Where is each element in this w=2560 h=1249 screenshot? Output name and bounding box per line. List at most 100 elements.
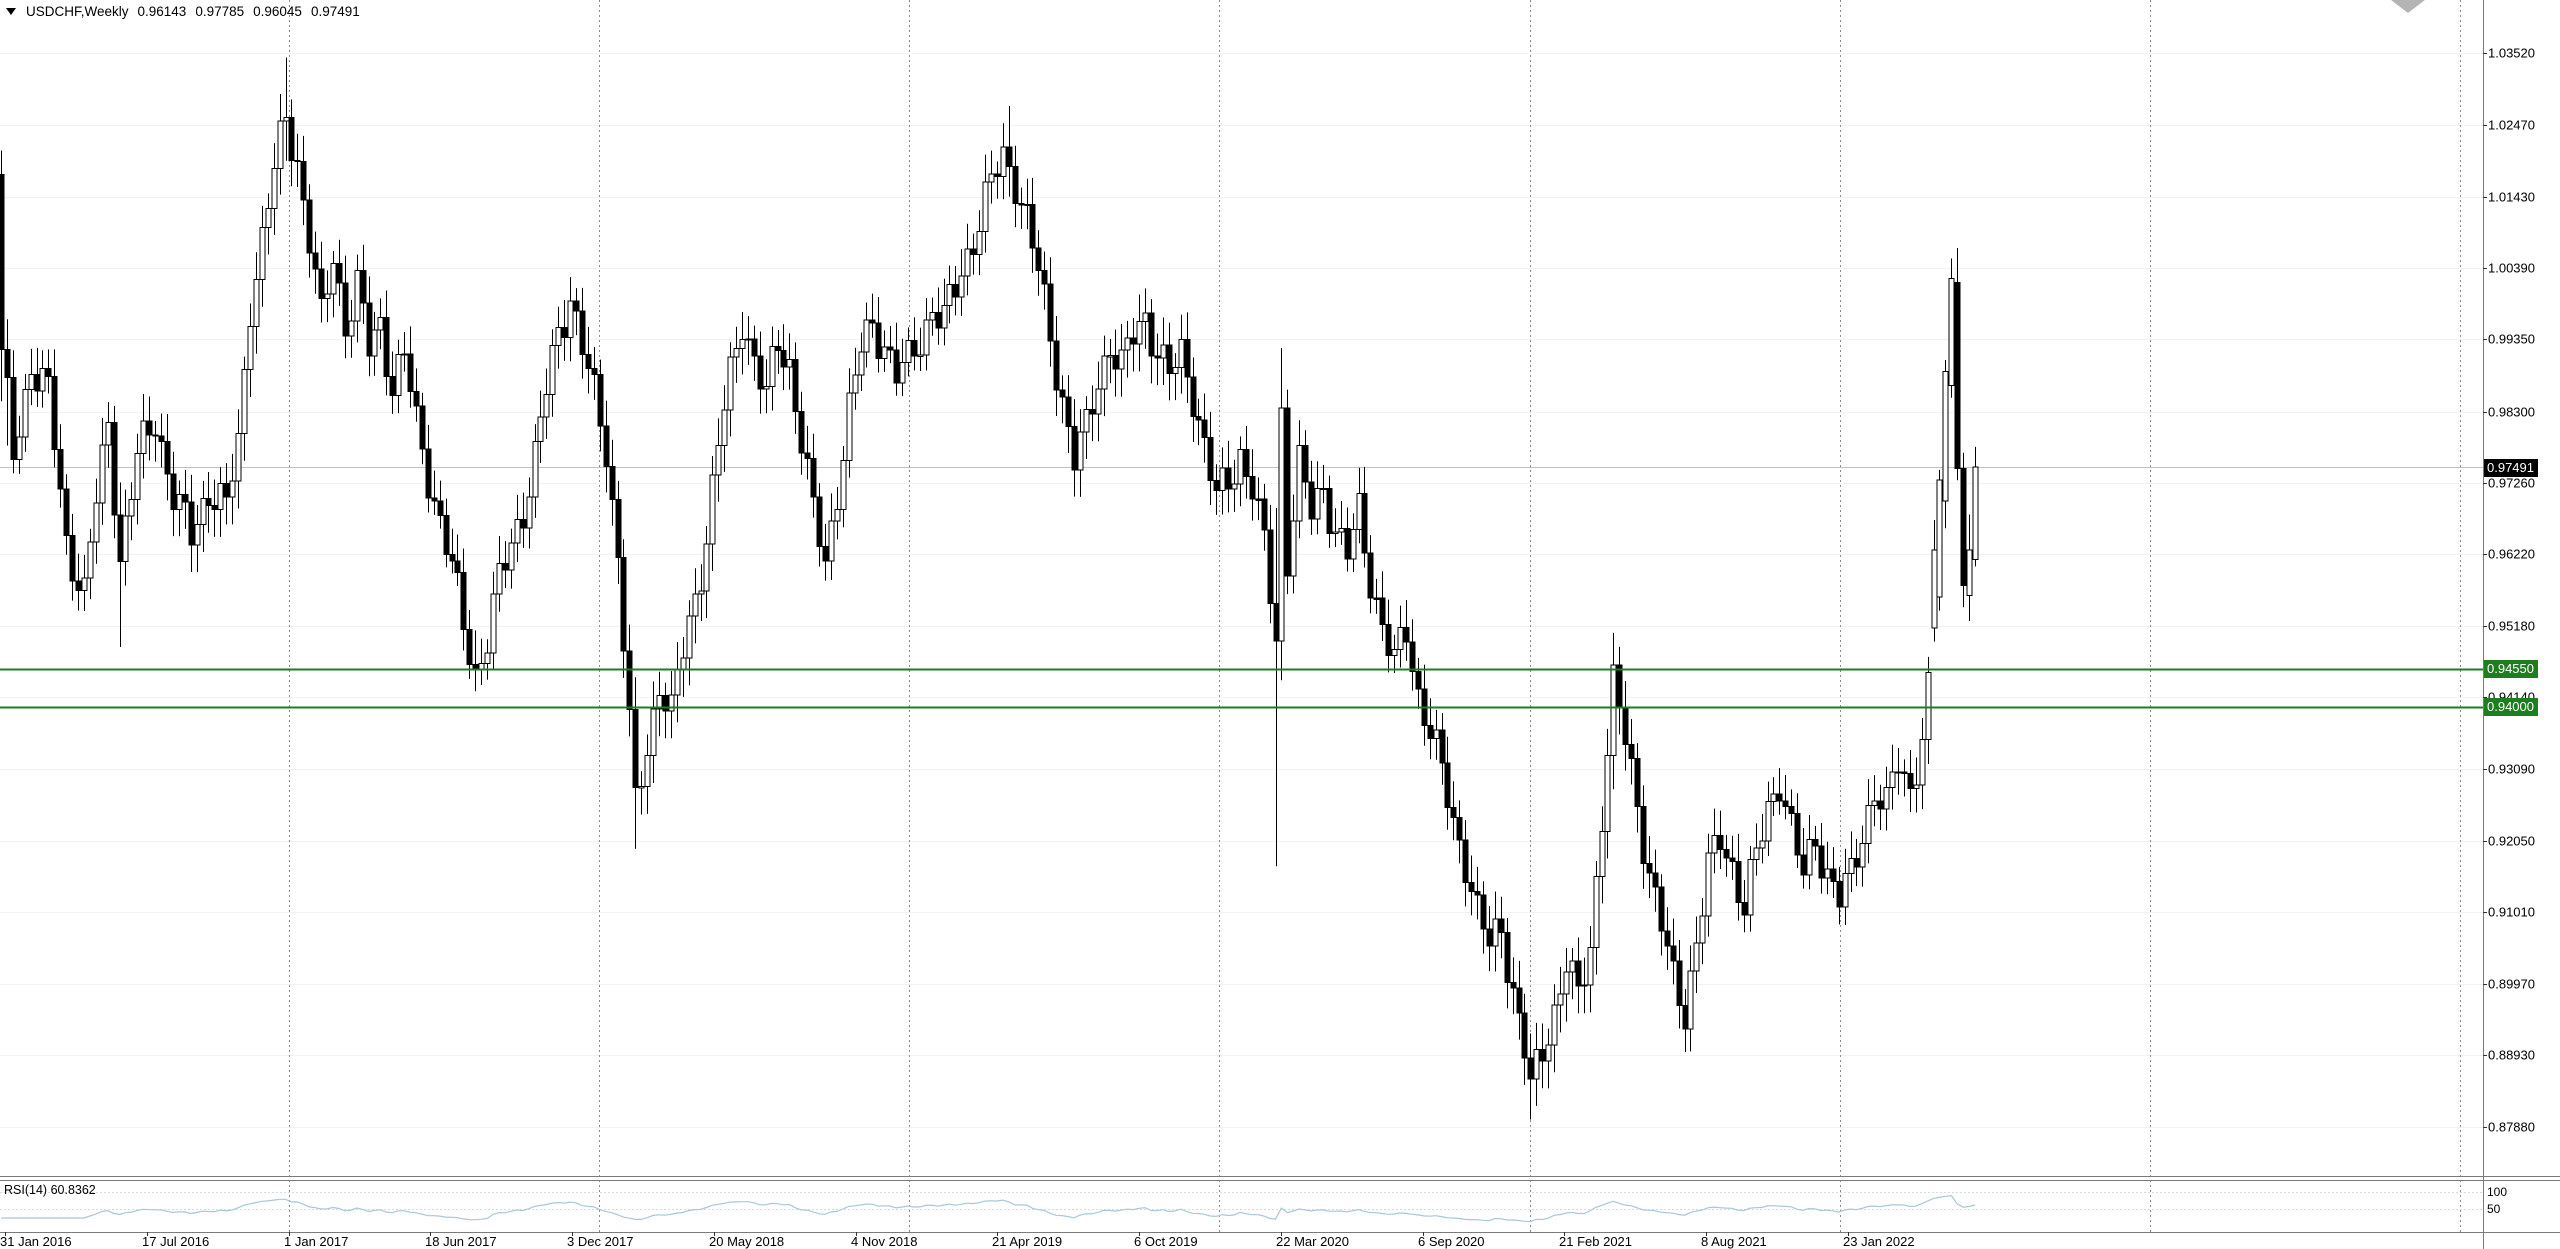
candle-down: [579, 310, 586, 355]
chart-shift-marker-icon[interactable]: [2391, 0, 2425, 13]
candle-up: [1350, 528, 1357, 560]
price-axis-label: 0.89970: [2488, 976, 2535, 992]
date-axis-label: 6 Oct 2019: [1134, 1234, 1198, 1249]
candle-down: [1907, 772, 1914, 790]
candle-down: [1018, 203, 1025, 206]
candle-up: [229, 480, 236, 498]
candle-up: [899, 362, 906, 384]
date-axis-label: 18 Jun 2017: [425, 1234, 497, 1249]
candle-up: [1604, 755, 1611, 833]
candle-up: [39, 367, 46, 392]
candle-down: [1830, 868, 1837, 882]
candle-up: [1314, 488, 1321, 520]
candle-down: [1308, 481, 1315, 520]
candle-down: [780, 349, 787, 368]
candle-down: [1664, 930, 1671, 947]
candle-down: [792, 359, 799, 413]
candle-down: [1646, 862, 1653, 874]
price-axis-label: 0.95180: [2488, 618, 2535, 634]
candle-down: [632, 709, 639, 788]
candle-down: [1006, 146, 1013, 168]
candle-down: [620, 557, 627, 652]
candle-up: [543, 393, 550, 418]
candle-up: [1101, 355, 1108, 390]
rsi-line: [1, 1194, 1976, 1223]
candle-up: [923, 319, 930, 356]
candle-down: [1427, 724, 1434, 739]
candle-up: [567, 300, 574, 338]
candle-up: [490, 593, 497, 654]
hline-price-badge-0.94550: 0.94550: [2484, 660, 2538, 678]
candle-up: [828, 520, 835, 562]
candle-down: [294, 159, 301, 163]
candle-up: [929, 312, 936, 321]
candle-down: [188, 501, 195, 546]
candle-down: [454, 560, 461, 574]
candle-down: [1403, 627, 1410, 643]
candle-down: [1326, 487, 1333, 535]
candle-up: [1610, 664, 1617, 757]
candle-up: [946, 283, 953, 307]
candle-up: [733, 348, 740, 358]
candle-up: [709, 474, 716, 545]
candle-down: [1071, 426, 1078, 471]
candle-down: [413, 390, 420, 407]
candle-up: [1936, 479, 1943, 598]
candle-down: [1367, 552, 1374, 599]
candle-down: [211, 504, 218, 510]
candle-up: [395, 354, 402, 397]
candle-up: [852, 374, 859, 394]
candle-up: [1753, 847, 1760, 860]
candle-up: [1356, 493, 1363, 530]
candle-up: [1693, 942, 1700, 972]
candle-down: [1255, 498, 1262, 501]
candle-up: [484, 652, 491, 664]
symbol-dropdown-icon[interactable]: [6, 7, 16, 15]
candle-down: [1154, 355, 1161, 359]
candle-down: [1089, 409, 1096, 415]
candle-up: [1237, 448, 1244, 485]
candle-up: [265, 207, 272, 229]
candle-down: [911, 339, 918, 357]
candle-down: [1788, 805, 1795, 814]
rsi-indicator-label: RSI(14) 60.8362: [4, 1183, 96, 1197]
candle-down: [1190, 376, 1197, 417]
candle-up: [514, 519, 521, 544]
candle-down: [1658, 886, 1665, 932]
candle-up: [241, 369, 248, 434]
candle-up: [1391, 648, 1398, 656]
candle-down: [1166, 344, 1173, 375]
candle-up: [1948, 277, 1955, 386]
candle-up: [692, 593, 699, 617]
candle-down: [336, 262, 343, 284]
candle-down: [1670, 945, 1677, 962]
candle-down: [875, 322, 882, 359]
candle-up: [1142, 312, 1149, 323]
ohlc-low: 0.96045: [253, 3, 302, 19]
candle-up: [941, 305, 948, 329]
candle-up: [283, 117, 290, 122]
candle-down: [1723, 848, 1730, 859]
candle-down: [775, 346, 782, 351]
candle-up: [1871, 800, 1878, 807]
candle-up: [745, 338, 752, 341]
candle-down: [1012, 166, 1019, 205]
candle-down: [431, 497, 438, 502]
candle-down: [437, 500, 444, 516]
candle-down: [1148, 312, 1155, 357]
candle-up: [1219, 467, 1226, 492]
candle-down: [300, 160, 307, 201]
candle-down: [804, 452, 811, 459]
date-axis-label: 21 Apr 2019: [992, 1234, 1063, 1249]
candle-down: [366, 302, 373, 357]
candle-down: [893, 349, 900, 384]
candle-down: [935, 312, 942, 329]
candle-up: [555, 326, 562, 347]
candle-down: [1112, 355, 1119, 370]
candle-down: [1486, 928, 1493, 947]
candle-down: [1575, 960, 1582, 987]
candle-down: [223, 483, 230, 498]
candle-down: [51, 375, 58, 450]
candle-down: [798, 411, 805, 454]
